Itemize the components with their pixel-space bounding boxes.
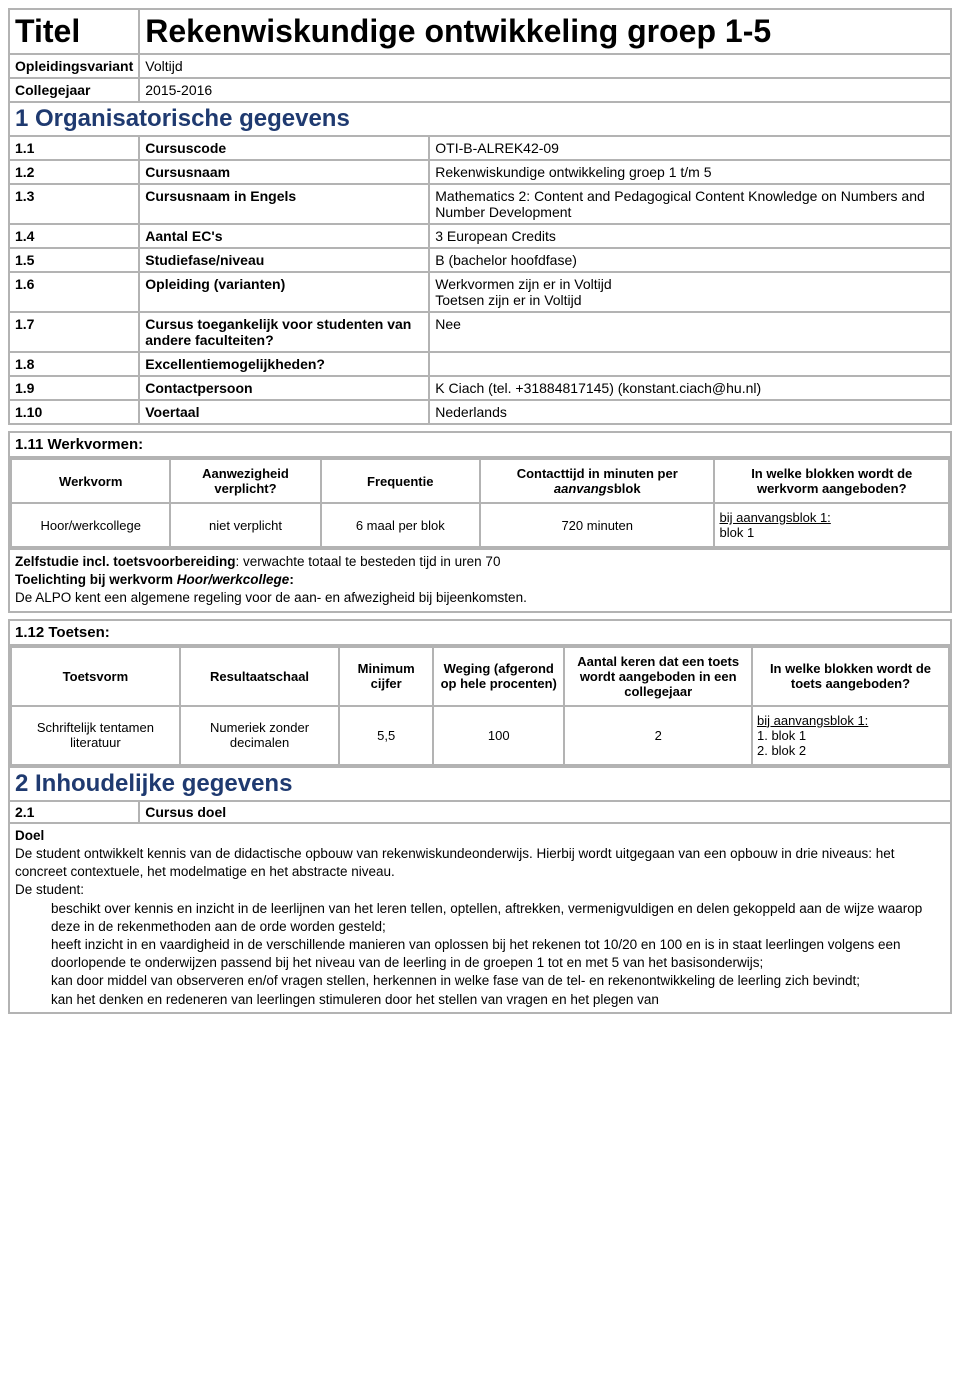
opleidingsvariant-label: Opleidingsvariant xyxy=(9,54,139,78)
werkvormen-heading: 1.11 Werkvormen: xyxy=(9,432,951,457)
row-studiefase: 1.5 Studiefase/niveau B (bachelor hoofdf… xyxy=(9,248,951,272)
row-excellentie: 1.8 Excellentiemogelijkheden? xyxy=(9,352,951,376)
title-label: Titel xyxy=(9,9,139,54)
collegejaar-label: Collegejaar xyxy=(9,78,139,102)
doel-content: Doel De student ontwikkelt kennis van de… xyxy=(9,823,951,1013)
row-opleiding: 1.6 Opleiding (varianten) Werkvormen zij… xyxy=(9,272,951,312)
row-voertaal: 1.10 Voertaal Nederlands xyxy=(9,400,951,424)
toetsen-heading: 1.12 Toetsen: xyxy=(9,620,951,645)
row-cursusnaam: 1.2 Cursusnaam Rekenwiskundige ontwikkel… xyxy=(9,160,951,184)
werkvormen-table: Werkvorm Aanwezigheid verplicht? Frequen… xyxy=(10,458,950,548)
course-description-table: Titel Rekenwiskundige ontwikkeling groep… xyxy=(8,8,952,1014)
section-2-heading: 2 Inhoudelijke gegevens xyxy=(9,767,951,801)
row-contactpersoon: 1.9 Contactpersoon K Ciach (tel. +318848… xyxy=(9,376,951,400)
werkvormen-notes: Zelfstudie incl. toetsvoorbereiding: ver… xyxy=(9,549,951,612)
row-cursusnaam-engels: 1.3 Cursusnaam in Engels Mathematics 2: … xyxy=(9,184,951,224)
opleidingsvariant-value: Voltijd xyxy=(139,54,951,78)
row-ec: 1.4 Aantal EC's 3 European Credits xyxy=(9,224,951,248)
row-2-1-label: Cursus doel xyxy=(139,801,951,823)
toetsen-table: Toetsvorm Resultaatschaal Minimum cijfer… xyxy=(10,646,950,766)
row-toegankelijk: 1.7 Cursus toegankelijk voor studenten v… xyxy=(9,312,951,352)
row-2-1-num: 2.1 xyxy=(9,801,139,823)
collegejaar-value: 2015-2016 xyxy=(139,78,951,102)
row-cursuscode: 1.1 Cursuscode OTI-B-ALREK42-09 xyxy=(9,136,951,160)
section-1-heading: 1 Organisatorische gegevens xyxy=(9,102,951,136)
title-value: Rekenwiskundige ontwikkeling groep 1-5 xyxy=(139,9,951,54)
